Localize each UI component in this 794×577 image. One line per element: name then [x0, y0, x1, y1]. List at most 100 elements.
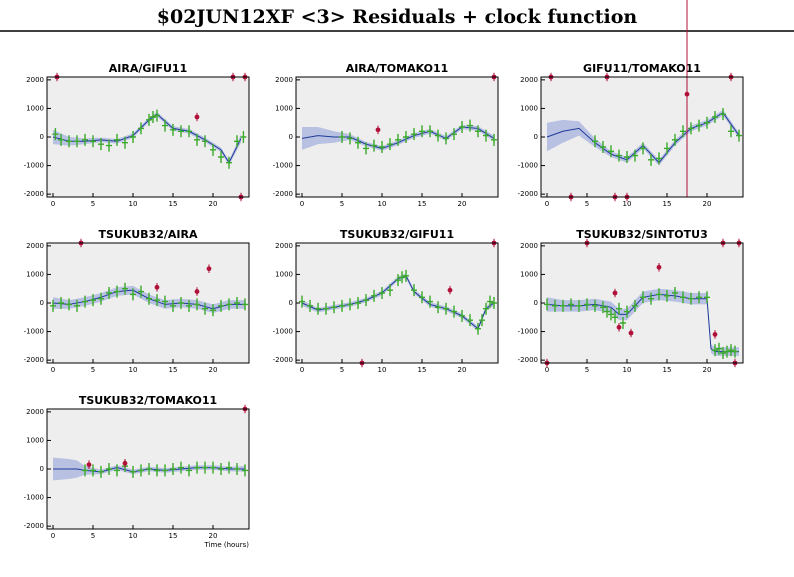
residual-point	[58, 297, 64, 309]
residual-point	[90, 464, 96, 477]
y-tick-label: 1000	[275, 104, 293, 112]
y-tick-label: 1000	[26, 436, 44, 444]
uncertainty-band	[547, 109, 739, 166]
residual-point	[720, 108, 726, 121]
plot-layer	[301, 119, 497, 155]
residual-point	[154, 464, 160, 477]
plot-frame	[46, 76, 250, 198]
residual-point	[620, 317, 626, 329]
residual-point	[584, 298, 590, 311]
residual-point	[122, 282, 128, 295]
x-tick-label: 0	[545, 200, 549, 208]
plot-frame	[540, 242, 744, 364]
residual-point	[178, 297, 184, 309]
residual-point	[138, 285, 144, 298]
residual-point	[114, 133, 120, 146]
residual-point	[130, 131, 136, 143]
y-tick-label: -2000	[24, 522, 44, 530]
outlier-point	[656, 264, 662, 270]
residual-point	[210, 143, 216, 156]
residual-point	[146, 292, 152, 305]
residual-point	[162, 464, 168, 477]
residual-point	[98, 465, 104, 478]
plot-layer	[546, 108, 742, 166]
residual-point	[307, 299, 313, 312]
panel-title: GIFU11/TOMAKO11	[583, 62, 701, 75]
residual-point	[411, 128, 417, 141]
residual-point	[339, 131, 345, 143]
panel-title: TSUKUB32/GIFU11	[340, 228, 454, 241]
residual-point	[672, 133, 678, 146]
x-tick-label: 5	[91, 200, 95, 208]
outlier-point	[86, 462, 92, 468]
x-tick-label: 5	[340, 366, 344, 374]
residual-point	[371, 139, 377, 152]
residual-point	[656, 152, 662, 165]
residual-point	[475, 125, 481, 138]
residual-point	[395, 133, 401, 146]
x-tick-label: 20	[703, 366, 712, 374]
y-tick-label: 1000	[26, 104, 44, 112]
x-tick-label: 20	[703, 200, 712, 208]
residual-point	[323, 302, 329, 315]
residual-point	[194, 133, 200, 146]
residual-point	[146, 113, 152, 126]
residual-point	[616, 149, 622, 162]
residual-point	[680, 125, 686, 138]
residual-point	[608, 145, 614, 158]
residual-point	[656, 288, 662, 301]
x-tick-label: 20	[209, 366, 218, 374]
residual-point	[427, 295, 433, 308]
residual-point	[592, 299, 598, 312]
residual-point	[218, 151, 224, 163]
y-tick-label: 1000	[26, 270, 44, 278]
y-tick-label: -2000	[518, 190, 538, 198]
outlier-point	[122, 460, 128, 466]
residual-point	[688, 292, 694, 305]
outlier-point	[206, 266, 212, 272]
residual-point	[150, 111, 156, 123]
residual-point	[106, 287, 112, 299]
plot-frame	[540, 76, 744, 198]
residual-point	[218, 299, 224, 312]
outlier-point	[616, 324, 622, 330]
plot-layer	[50, 282, 248, 317]
residual-point	[218, 463, 224, 475]
residual-point	[592, 135, 598, 148]
y-tick-label: 2000	[26, 408, 44, 416]
residual-point	[66, 135, 72, 148]
residual-point	[704, 116, 710, 129]
residual-point	[475, 322, 481, 335]
residual-point	[299, 295, 305, 308]
residual-point	[114, 285, 120, 298]
panel-title: AIRA/GIFU11	[109, 62, 187, 75]
residual-point	[130, 288, 136, 301]
panel-title: TSUKUB32/AIRA	[99, 228, 198, 241]
x-tick-label: 15	[663, 366, 672, 374]
residual-point	[138, 464, 144, 477]
outlier-point	[154, 284, 160, 290]
x-tick-label: 15	[663, 200, 672, 208]
outlier-point	[375, 127, 381, 133]
residual-point	[146, 463, 152, 475]
y-tick-label: -1000	[24, 494, 44, 502]
residual-point	[616, 302, 622, 315]
residual-point	[487, 295, 493, 308]
residual-point	[612, 311, 618, 324]
x-tick-label: 10	[129, 532, 138, 540]
residual-point	[399, 271, 405, 284]
residual-point	[98, 138, 104, 151]
x-tick-label: 10	[378, 366, 387, 374]
residual-point	[720, 347, 726, 359]
outlier-point	[684, 91, 690, 97]
residual-point	[451, 305, 457, 318]
residual-point	[347, 298, 353, 311]
panel-title: AIRA/TOMAKO11	[346, 62, 449, 75]
residual-point	[704, 291, 710, 304]
uncertainty-band	[302, 273, 494, 331]
x-tick-label: 5	[91, 532, 95, 540]
residual-point	[240, 131, 247, 143]
residual-point	[600, 301, 606, 314]
y-tick-label: -2000	[24, 356, 44, 364]
x-tick-label: 0	[51, 366, 55, 374]
